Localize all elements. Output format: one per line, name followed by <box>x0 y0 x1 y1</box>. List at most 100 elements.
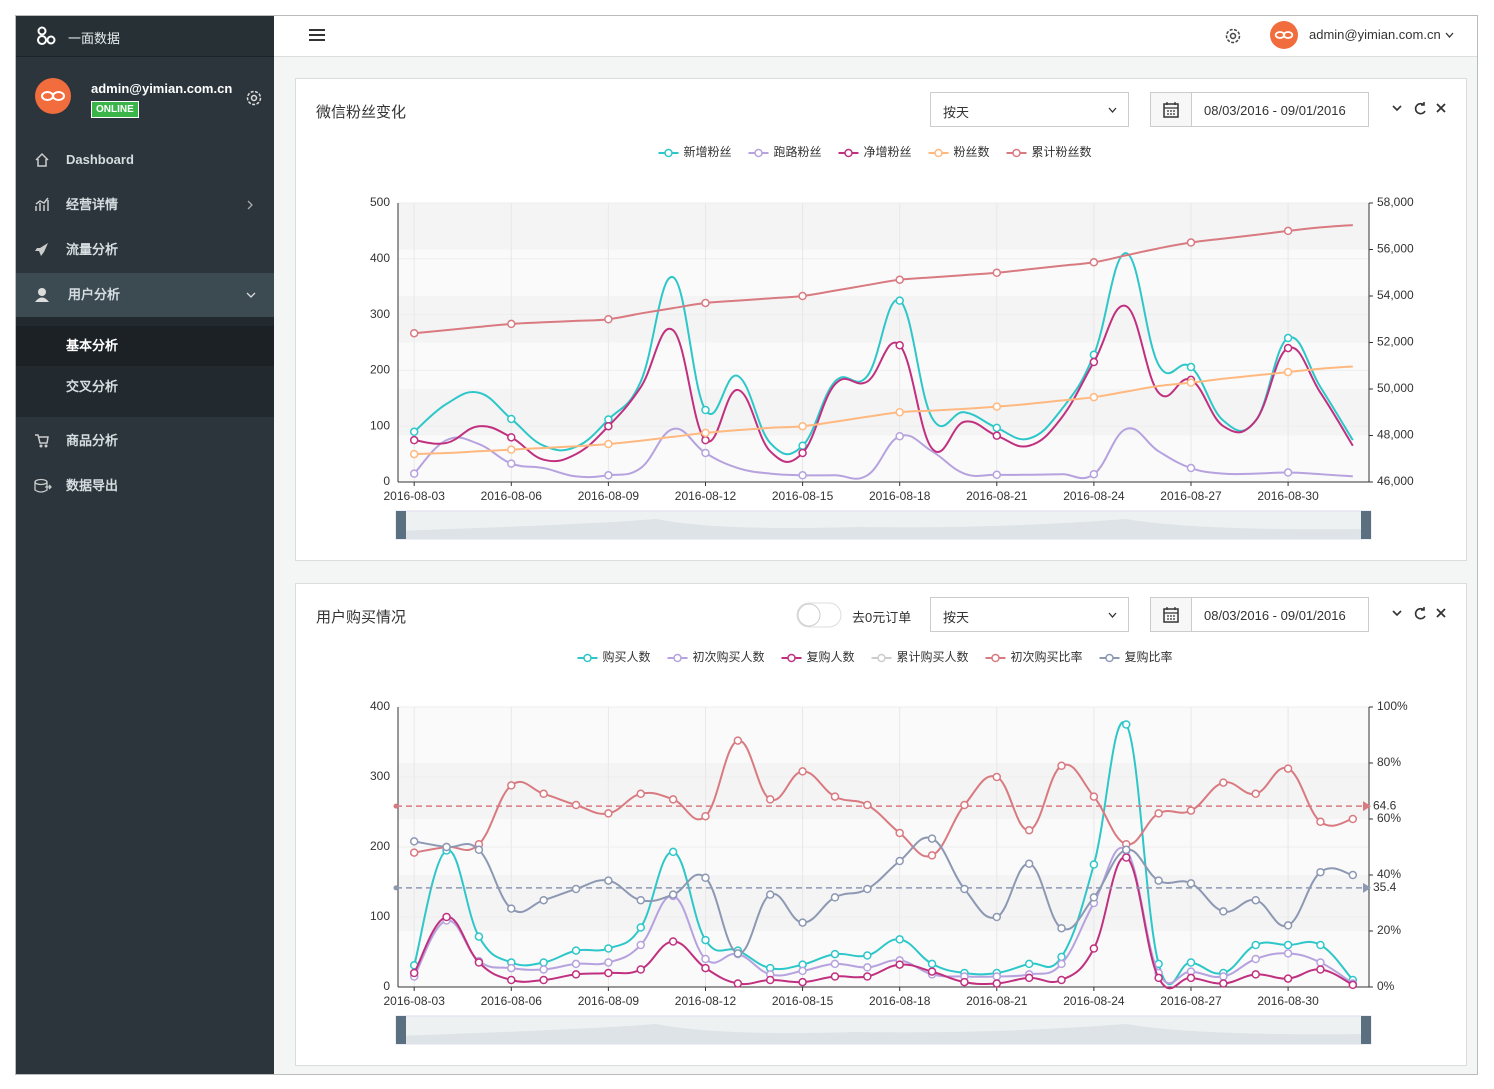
status-badge: ONLINE <box>91 101 139 118</box>
data-point <box>604 421 613 431</box>
panel-title: 微信粉丝变化 <box>316 104 407 121</box>
logo <box>37 26 56 45</box>
data-point <box>1186 958 1196 967</box>
x-tick-label: 2016-08-18 <box>869 994 931 1008</box>
mark-line-start <box>393 803 399 809</box>
data-point <box>409 328 419 338</box>
data-point <box>409 837 419 846</box>
legend-symbol <box>583 653 592 663</box>
data-point <box>992 979 1002 988</box>
data-point <box>863 800 872 810</box>
data-point <box>442 842 451 852</box>
y2-tick-label: 58,000 <box>1377 195 1414 209</box>
data-point <box>895 341 904 350</box>
x-tick-label: 2016-08-03 <box>383 994 445 1008</box>
mark-line-label: 64.6 <box>1373 798 1397 812</box>
date-range[interactable]: 08/03/2016 - 09/01/2016 <box>1150 92 1369 127</box>
data-point <box>1122 720 1131 729</box>
data-point <box>1024 973 1034 983</box>
data-point <box>539 895 548 905</box>
data-point <box>895 275 904 284</box>
period-select[interactable]: 按天 <box>930 597 1129 632</box>
y-tick-label: 300 <box>370 307 390 321</box>
data-point <box>1089 860 1099 869</box>
data-point <box>604 439 613 449</box>
y2-tick-label: 20% <box>1377 923 1401 937</box>
data-point <box>409 449 419 459</box>
menu-item-active[interactable]: 用户分析 <box>16 273 274 317</box>
menu-toggle[interactable] <box>309 28 325 42</box>
mark-line-start <box>393 885 399 891</box>
data-point <box>1122 845 1131 855</box>
data-point <box>1283 226 1293 236</box>
date-range[interactable]: 08/03/2016 - 09/01/2016 <box>1150 597 1369 632</box>
zoom-preview <box>398 519 1369 539</box>
mark-line-label: 35.4 <box>1373 880 1397 894</box>
data-point <box>668 890 678 899</box>
toggle-switch[interactable] <box>796 602 842 628</box>
data-point <box>798 448 807 458</box>
data-point <box>701 935 710 945</box>
avatar[interactable] <box>1270 21 1298 49</box>
data-point <box>507 414 516 424</box>
legend-symbol <box>754 148 763 158</box>
date-value: 08/03/2016 - 09/01/2016 <box>1204 103 1346 118</box>
data-point <box>701 811 710 821</box>
date-value: 08/03/2016 - 09/01/2016 <box>1204 608 1346 623</box>
data-point <box>733 736 743 745</box>
data-point <box>1057 923 1066 933</box>
data-point <box>636 895 645 905</box>
data-point <box>1186 378 1196 387</box>
x-tick-label: 2016-08-12 <box>675 994 737 1008</box>
data-point <box>992 268 1002 277</box>
y2-tick-label: 80% <box>1377 755 1401 769</box>
x-tick-label: 2016-08-03 <box>383 489 445 503</box>
panel-tools[interactable] <box>1391 101 1451 117</box>
panel-tools[interactable] <box>1391 606 1451 622</box>
data-point <box>733 949 743 958</box>
y-tick-label: 400 <box>370 699 390 713</box>
panel-title: 用户购买情况 <box>316 609 407 626</box>
submenu: 基本分析 交叉分析 <box>16 317 274 417</box>
y2-tick-label: 52,000 <box>1377 335 1414 349</box>
x-tick-label: 2016-08-27 <box>1160 489 1222 503</box>
submenu-item-active[interactable]: 基本分析 <box>16 326 274 366</box>
menu-item[interactable]: 流量分析 <box>16 228 274 272</box>
data-point <box>863 884 872 894</box>
submenu-item[interactable]: 交叉分析 <box>16 367 274 407</box>
period-select[interactable]: 按天 <box>930 92 1129 127</box>
data-point <box>1089 893 1099 902</box>
data-point <box>830 972 840 981</box>
data-point <box>798 471 807 480</box>
data-point <box>507 975 516 985</box>
x-tick-label: 2016-08-27 <box>1160 994 1222 1008</box>
data-point <box>992 972 1002 981</box>
data-point <box>1283 940 1293 950</box>
menu-item[interactable]: Dashboard <box>16 138 274 182</box>
menu-item[interactable]: 经营详情 <box>16 183 274 227</box>
user-menu[interactable]: admin@yimian.com.cn <box>1309 27 1441 42</box>
data-point <box>604 809 613 818</box>
split-area <box>398 707 1369 763</box>
data-point <box>1251 789 1260 799</box>
x-tick-label: 2016-08-18 <box>869 489 931 503</box>
settings-icon[interactable] <box>1224 27 1242 45</box>
legend-label: 新增粉丝 <box>684 144 732 159</box>
data-point <box>798 291 807 301</box>
menu-item[interactable]: 数据导出 <box>16 464 274 508</box>
data-point <box>701 298 710 308</box>
settings-icon[interactable] <box>245 89 263 107</box>
legend-symbol <box>991 653 1000 663</box>
brand-bar: 一面数据 <box>16 16 274 57</box>
data-point <box>636 965 645 974</box>
x-tick-label: 2016-08-15 <box>772 994 834 1008</box>
y2-tick-label: 54,000 <box>1377 288 1414 302</box>
data-point <box>539 789 548 799</box>
menu-item[interactable]: 商品分析 <box>16 419 274 463</box>
data-point <box>1219 907 1228 916</box>
data-point <box>1057 975 1066 985</box>
data-point <box>701 405 710 415</box>
app: 一面数据 admin@yimian.com.cn ONLINE Dashboar… <box>15 15 1478 1075</box>
x-tick-label: 2016-08-06 <box>481 994 543 1008</box>
legend-label: 累计粉丝数 <box>1032 144 1092 159</box>
